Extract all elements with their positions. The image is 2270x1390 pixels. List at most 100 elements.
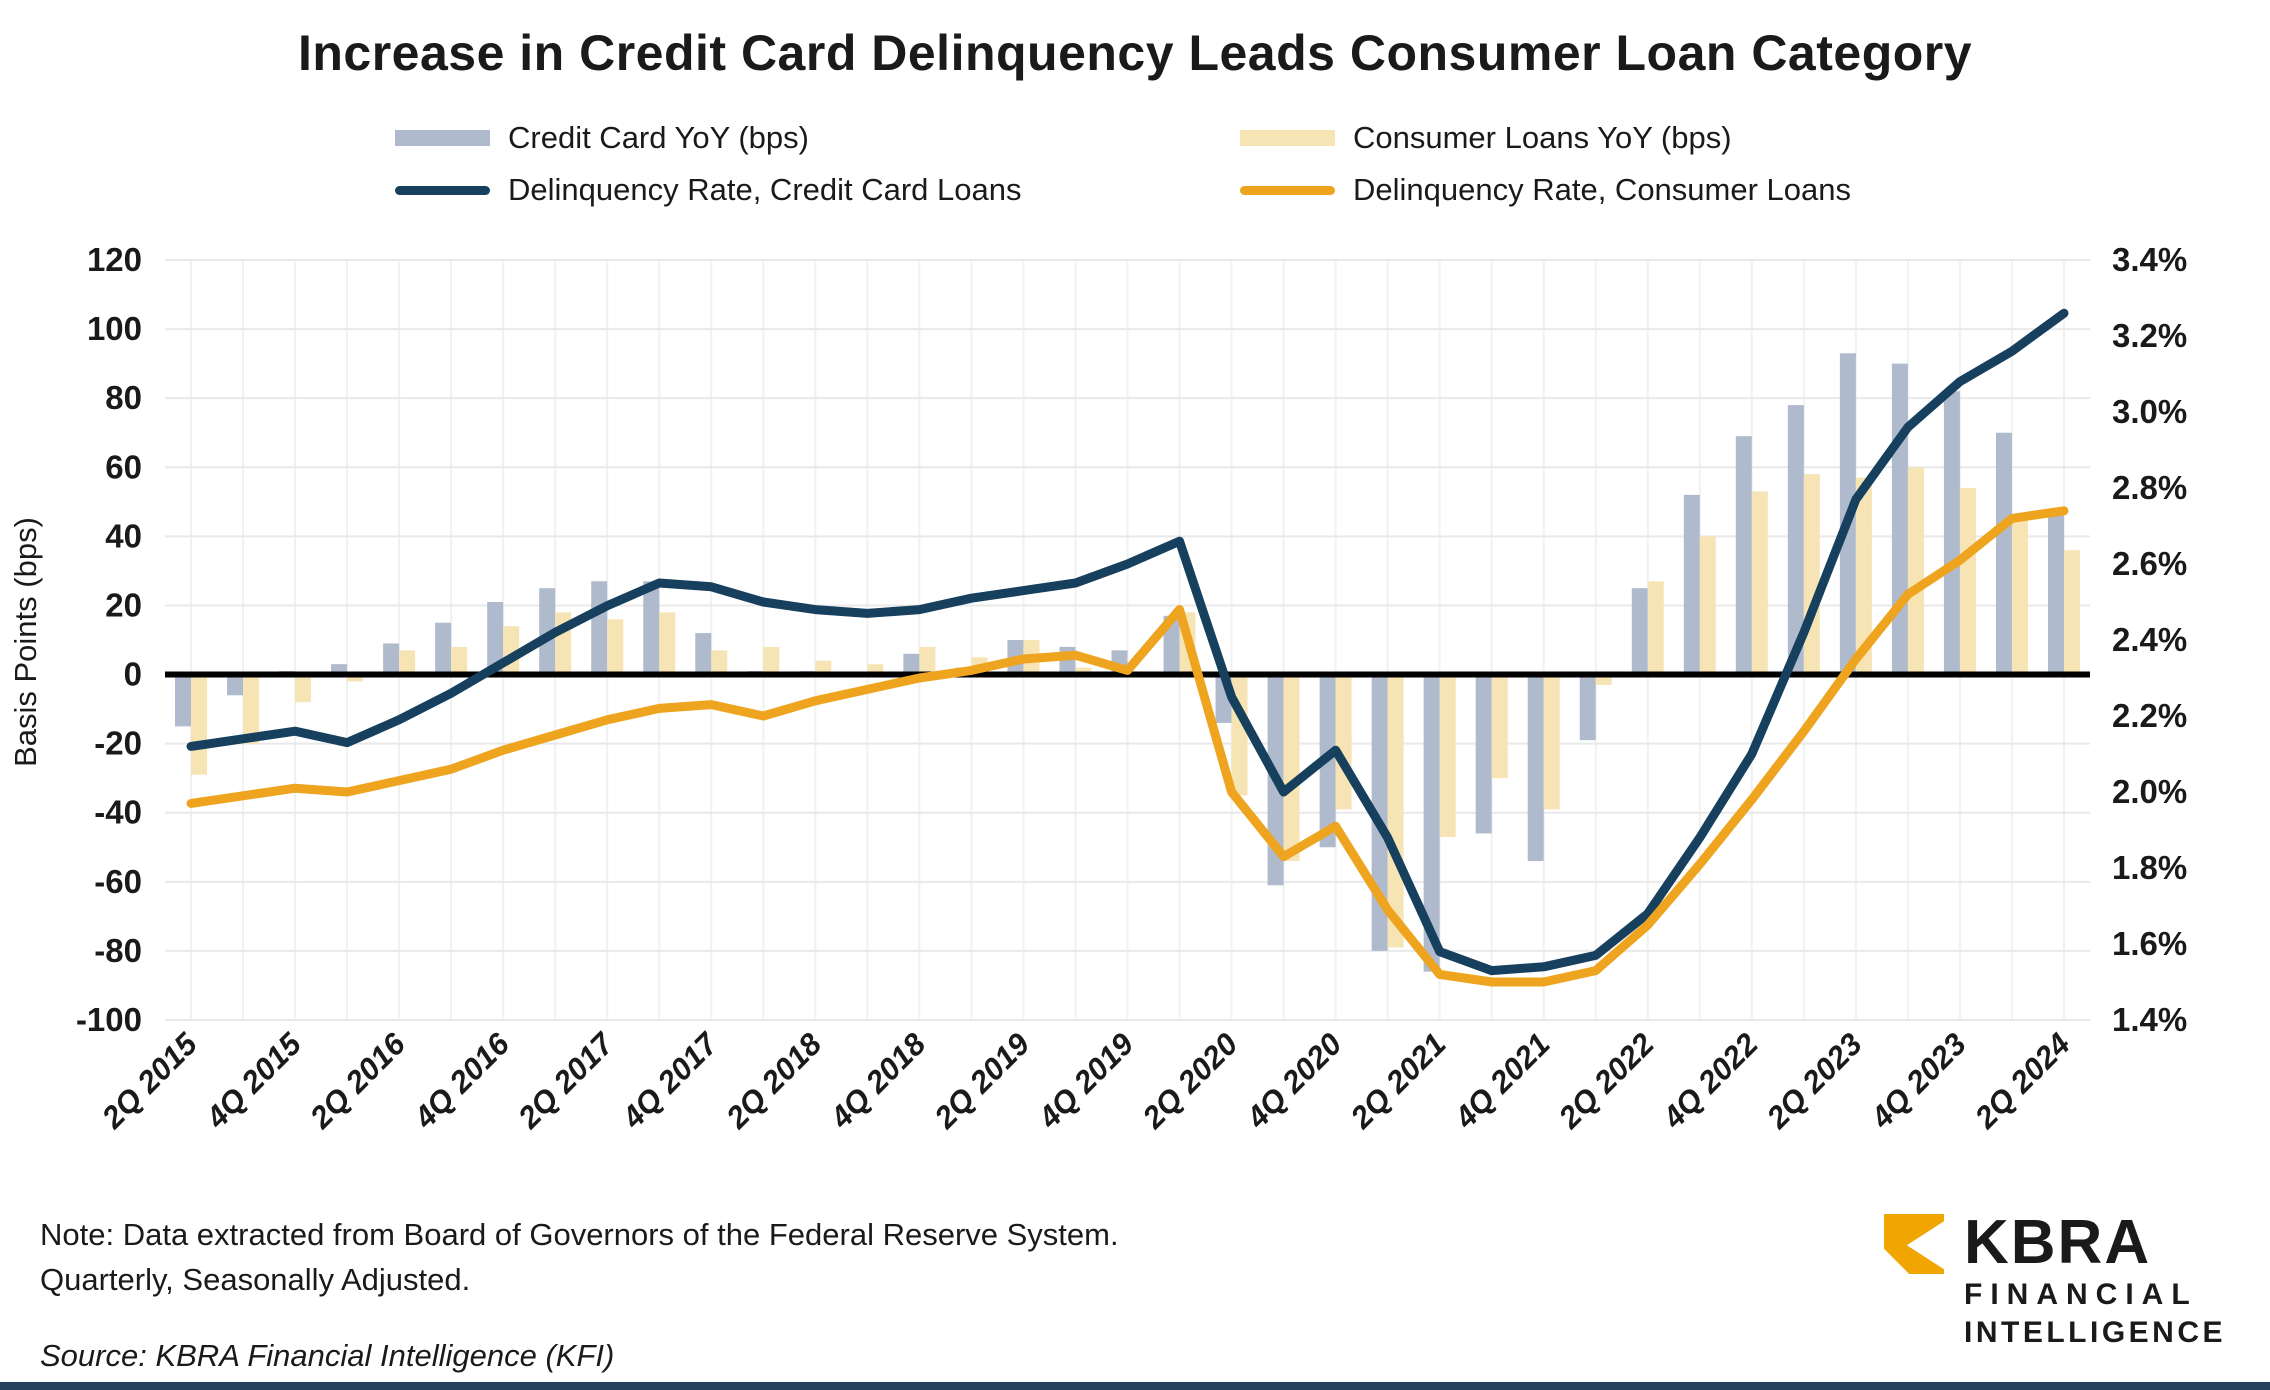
bar-credit-card-yoy (539, 588, 556, 675)
bar-credit-card-yoy (1683, 494, 1700, 675)
y-left-tick-label: -40 (94, 794, 142, 831)
legend-label: Delinquency Rate, Consumer Loans (1353, 172, 1851, 207)
y-right-tick-label: 3.4% (2112, 241, 2187, 278)
legend-label: Consumer Loans YoY (bps) (1353, 120, 1732, 155)
chart-plot-area: 120 100 80 60 40 20 0 -20 -40 -60 -80 -100 3.4% 3.2% 3… (76, 241, 2187, 1136)
x-tick-label: 2Q 2015 (94, 1026, 204, 1136)
legend-item-consumer-loans-yoy: Consumer Loans YoY (bps) (1240, 120, 1732, 156)
y-left-tick-label: -80 (94, 932, 142, 969)
kbra-sub-intelligence: INTELLIGENCE (1964, 1316, 2227, 1349)
legend-item-delinquency-credit-card: Delinquency Rate, Credit Card Loans (395, 172, 1022, 208)
consumer-loans-yoy-swatch-icon (1240, 130, 1335, 146)
y-right-tick-label: 2.4% (2112, 621, 2187, 658)
bar-credit-card-yoy (2047, 508, 2064, 675)
bar-credit-card-yoy (435, 622, 452, 675)
y-right-tick-label: 2.6% (2112, 545, 2187, 582)
bar-credit-card-yoy (1527, 674, 1544, 862)
bar-consumer-loans-yoy (295, 674, 312, 703)
bar-consumer-loans-yoy (1387, 674, 1404, 948)
bar-credit-card-yoy (1631, 588, 1648, 675)
x-tick-label: 4Q 2018 (823, 1026, 933, 1136)
note-text: Note: Data extracted from Board of Gover… (40, 1212, 1119, 1302)
bar-credit-card-yoy (1943, 391, 1960, 675)
y-right-tick-label: 1.4% (2112, 1001, 2187, 1038)
x-tick-label: 2Q 2024 (1967, 1026, 2077, 1136)
y-right-tick-label: 3.0% (2112, 393, 2187, 430)
y-right-tick-label: 3.2% (2112, 317, 2187, 354)
bar-consumer-loans-yoy (451, 646, 468, 675)
bar-consumer-loans-yoy (607, 619, 624, 675)
bar-credit-card-yoy (1995, 432, 2012, 675)
x-tick-label: 2Q 2017 (511, 1025, 622, 1136)
y-right-tick-label: 1.8% (2112, 849, 2187, 886)
y-left-tick-label: 20 (105, 586, 142, 623)
bar-consumer-loans-yoy (1075, 667, 1092, 675)
bar-consumer-loans-yoy (1751, 491, 1768, 675)
bar-consumer-loans-yoy (867, 664, 884, 675)
bar-consumer-loans-yoy (347, 674, 364, 682)
note-line-1: Note: Data extracted from Board of Gover… (40, 1217, 1119, 1252)
x-tick-label: 2Q 2020 (1135, 1026, 1245, 1136)
kbra-sub-financial: FINANCIAL (1964, 1278, 2198, 1311)
y-right-tick-label: 2.2% (2112, 697, 2187, 734)
bar-consumer-loans-yoy (1491, 674, 1508, 779)
bar-consumer-loans-yoy (659, 612, 676, 675)
y-left-tick-label: -20 (94, 725, 142, 762)
x-tick-label: 4Q 2015 (198, 1026, 308, 1136)
x-tick-label: 4Q 2022 (1655, 1026, 1765, 1136)
bar-consumer-loans-yoy (243, 674, 260, 744)
bar-consumer-loans-yoy (919, 646, 936, 675)
y-left-tick-label: 80 (105, 379, 142, 416)
bar-credit-card-yoy (383, 643, 400, 675)
kbra-logo: KBRA FINANCIAL INTELLIGENCE (1884, 1212, 2227, 1350)
y-left-tick-label: 0 (124, 656, 142, 693)
bar-credit-card-yoy (1787, 405, 1804, 675)
bar-consumer-loans-yoy (2063, 550, 2080, 675)
kbra-mark-icon (1884, 1214, 1944, 1274)
bar-credit-card-yoy (1423, 674, 1440, 972)
y-left-tick-label: 60 (105, 448, 142, 485)
x-tick-label: 4Q 2020 (1239, 1026, 1349, 1136)
x-tick-label: 2Q 2021 (1343, 1026, 1453, 1136)
x-tick-label: 2Q 2016 (303, 1026, 413, 1136)
legend-item-delinquency-consumer: Delinquency Rate, Consumer Loans (1240, 172, 1851, 208)
bar-consumer-loans-yoy (1959, 488, 1976, 675)
bar-credit-card-yoy (331, 664, 348, 675)
y-left-tick-label: -60 (94, 863, 142, 900)
legend-label: Credit Card YoY (bps) (508, 120, 809, 155)
bar-consumer-loans-yoy (399, 650, 416, 675)
bar-credit-card-yoy (175, 674, 192, 727)
x-tick-label: 2Q 2023 (1759, 1026, 1869, 1136)
bar-credit-card-yoy (1735, 436, 1752, 675)
bar-consumer-loans-yoy (711, 650, 728, 675)
bar-consumer-loans-yoy (815, 660, 832, 675)
footer-accent-strip (0, 1382, 2270, 1390)
bar-consumer-loans-yoy (1439, 674, 1456, 837)
bar-credit-card-yoy (1891, 363, 1908, 675)
bar-credit-card-yoy (487, 602, 504, 675)
source-text: Source: KBRA Financial Intelligence (KFI… (40, 1338, 615, 1373)
x-tick-label: 4Q 2021 (1447, 1026, 1557, 1136)
delinquency-consumer-line-swatch-icon (1240, 185, 1335, 195)
x-tick-label: 4Q 2017 (615, 1025, 726, 1136)
bar-credit-card-yoy (591, 581, 608, 675)
bar-credit-card-yoy (1371, 674, 1388, 951)
delinquency-credit-card-line-swatch-icon (395, 185, 490, 195)
bar-credit-card-yoy (1475, 674, 1492, 834)
chart-title: Increase in Credit Card Delinquency Lead… (297, 25, 1973, 81)
bar-consumer-loans-yoy (1543, 674, 1560, 810)
y-right-tick-label: 2.8% (2112, 469, 2187, 506)
x-tick-label: 2Q 2019 (927, 1026, 1037, 1136)
y-left-tick-label: 40 (105, 517, 142, 554)
y-left-tick-label: 120 (87, 241, 142, 278)
line-delinquency-credit-card (186, 308, 2069, 976)
bar-consumer-loans-yoy (1699, 536, 1716, 675)
combo-chart: 120 100 80 60 40 20 0 -20 -40 -60 -80 -100 3.4% 3.2% 3… (76, 241, 2187, 1136)
y-left-tick-label: -100 (76, 1001, 142, 1038)
bar-consumer-loans-yoy (1907, 467, 1924, 675)
bar-consumer-loans-yoy (1595, 674, 1612, 685)
bar-consumer-loans-yoy (1855, 477, 1872, 675)
legend-item-credit-card-yoy: Credit Card YoY (bps) (395, 120, 809, 156)
bar-credit-card-yoy (1579, 674, 1596, 741)
bar-consumer-loans-yoy (1283, 674, 1300, 862)
